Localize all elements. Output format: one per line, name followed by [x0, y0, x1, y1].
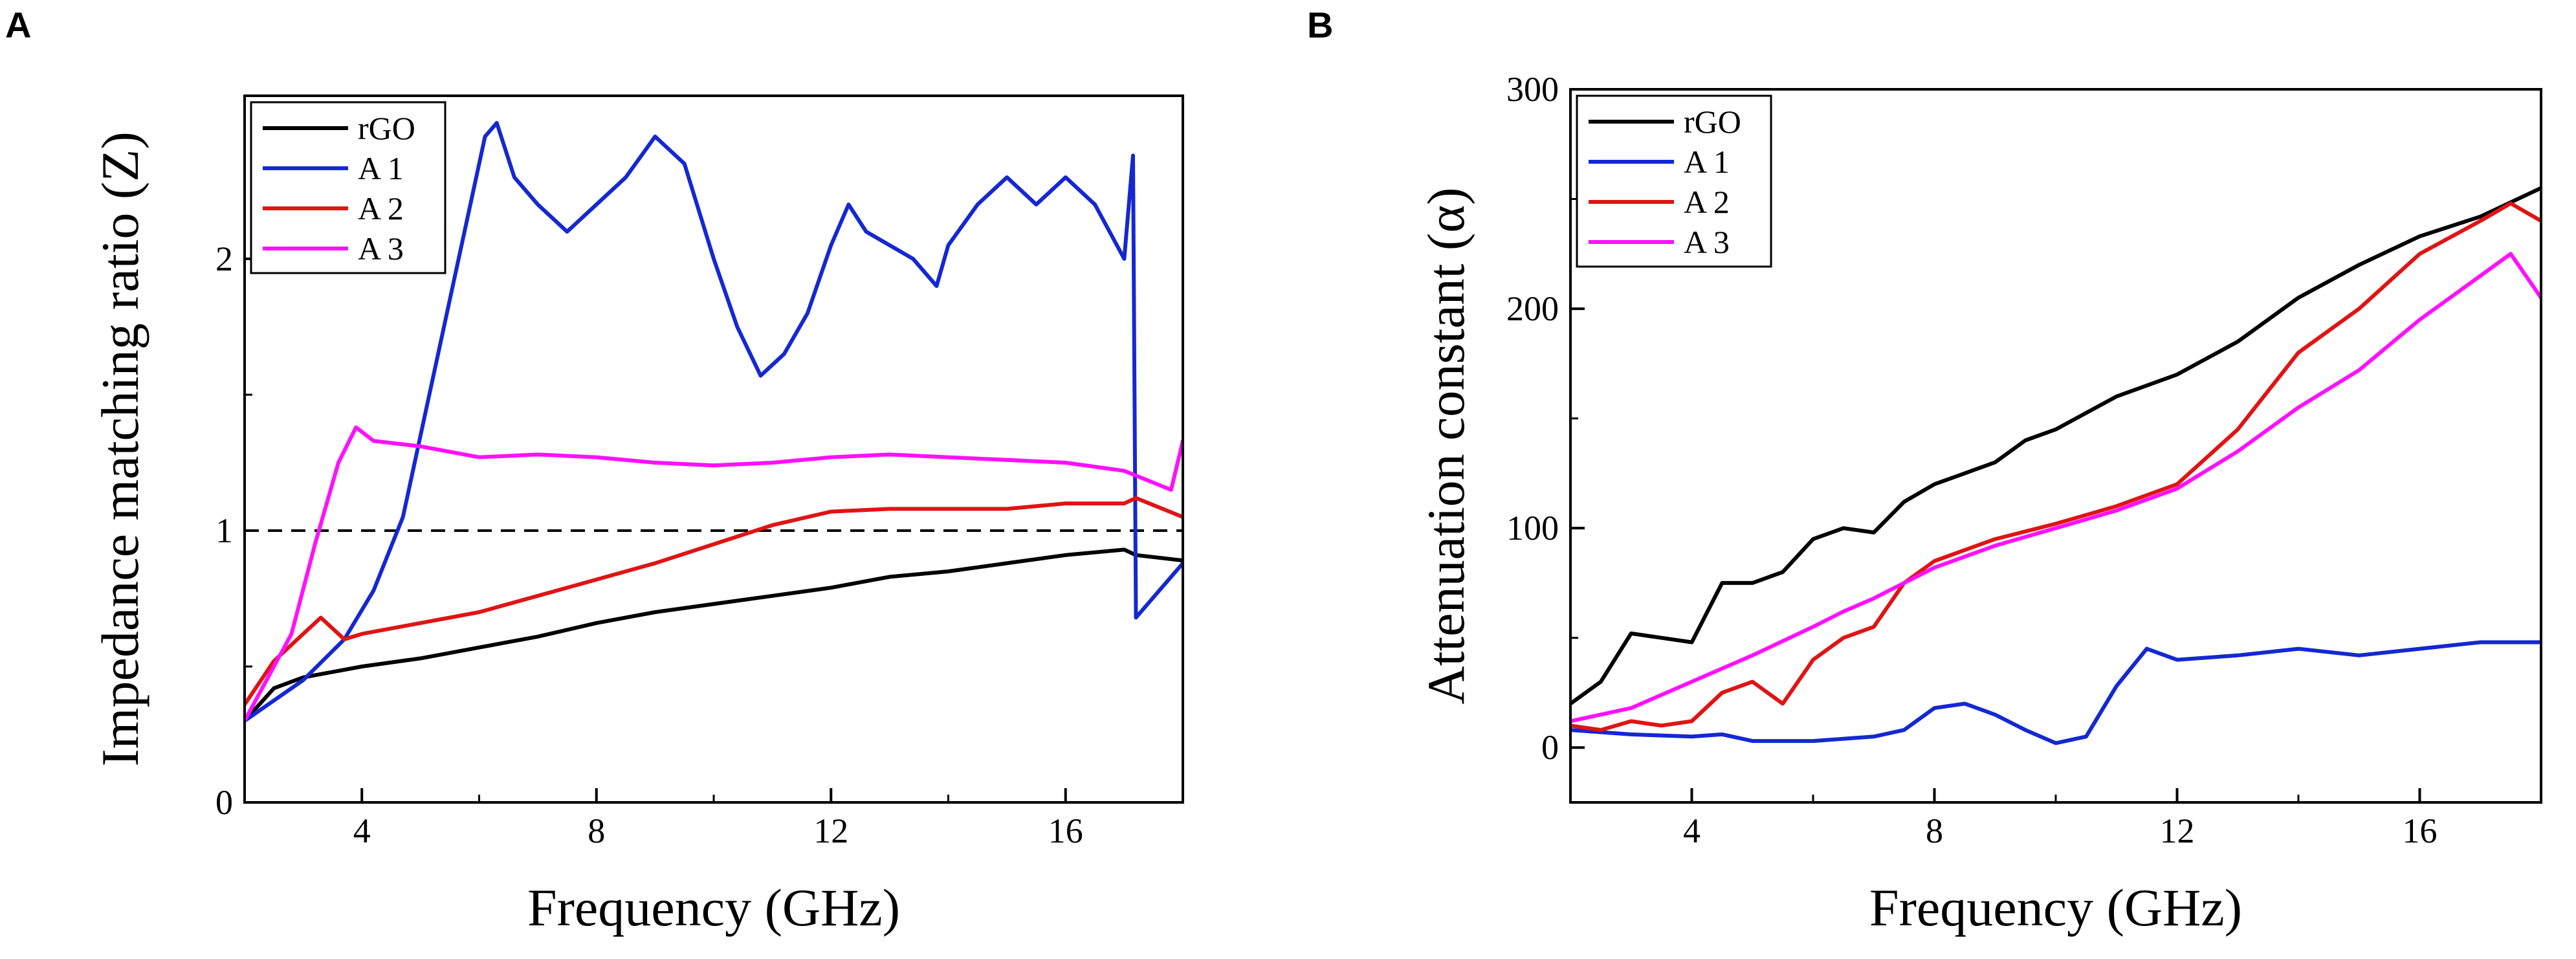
- y-tick-label: 0: [215, 783, 233, 822]
- x-axis-title: Frequency (GHz): [1869, 878, 2242, 937]
- x-tick-label: 16: [1048, 811, 1083, 850]
- x-tick-label: 12: [2160, 811, 2195, 850]
- series-line-rgo: [1570, 186, 2541, 706]
- panel-letter: A: [5, 5, 31, 45]
- panel-letter: B: [1307, 5, 1333, 45]
- legend-box: [250, 101, 446, 274]
- x-tick-label: 4: [1683, 811, 1701, 850]
- series-group: [245, 121, 1183, 723]
- legend-label: rGO: [358, 110, 415, 146]
- y-axis-title: Impedance matching ratio (Z): [91, 131, 149, 766]
- panel-b: B 4 8 12 16 0 100 200 300 Frequency (GHz) Attenuat…: [1307, 5, 2542, 937]
- legend-label: A 1: [358, 150, 404, 186]
- series-line-a3: [1570, 252, 2541, 723]
- series-line-a2: [1570, 201, 2541, 733]
- legend-label: rGO: [1684, 104, 1741, 140]
- legend-label: A 2: [358, 190, 404, 226]
- x-axis-title: Frequency (GHz): [527, 878, 900, 937]
- y-tick-label: 100: [1506, 509, 1559, 547]
- legend: rGO A 1 A 2 A 3: [250, 101, 446, 274]
- series-line-a1: [1570, 640, 2541, 745]
- x-tick-label: 8: [1926, 811, 1943, 850]
- x-tick-label: 12: [813, 811, 848, 850]
- y-axis-title: Attenuation constant (α): [1416, 188, 1475, 705]
- series-group: [1570, 186, 2541, 745]
- legend-box: [1576, 94, 1772, 268]
- y-tick-label: 0: [1541, 728, 1559, 767]
- legend: rGO A 1 A 2 A 3: [1576, 94, 1772, 268]
- legend-label: A 3: [358, 230, 404, 267]
- series-line-a2: [245, 496, 1183, 707]
- y-tick-label: 2: [215, 239, 233, 278]
- x-tick-label: 16: [2403, 811, 2438, 850]
- series-line-a1: [245, 121, 1183, 723]
- series-line-rgo: [245, 547, 1183, 723]
- legend-label: A 2: [1684, 184, 1730, 220]
- legend-label: A 1: [1684, 144, 1730, 180]
- x-tick-label: 4: [353, 811, 371, 850]
- series-line-a3: [245, 425, 1183, 723]
- legend-label: A 3: [1684, 224, 1730, 260]
- y-tick-label: 1: [215, 511, 233, 550]
- y-tick-label: 300: [1506, 70, 1559, 109]
- x-tick-label: 8: [588, 811, 605, 850]
- y-tick-label: 200: [1506, 289, 1559, 328]
